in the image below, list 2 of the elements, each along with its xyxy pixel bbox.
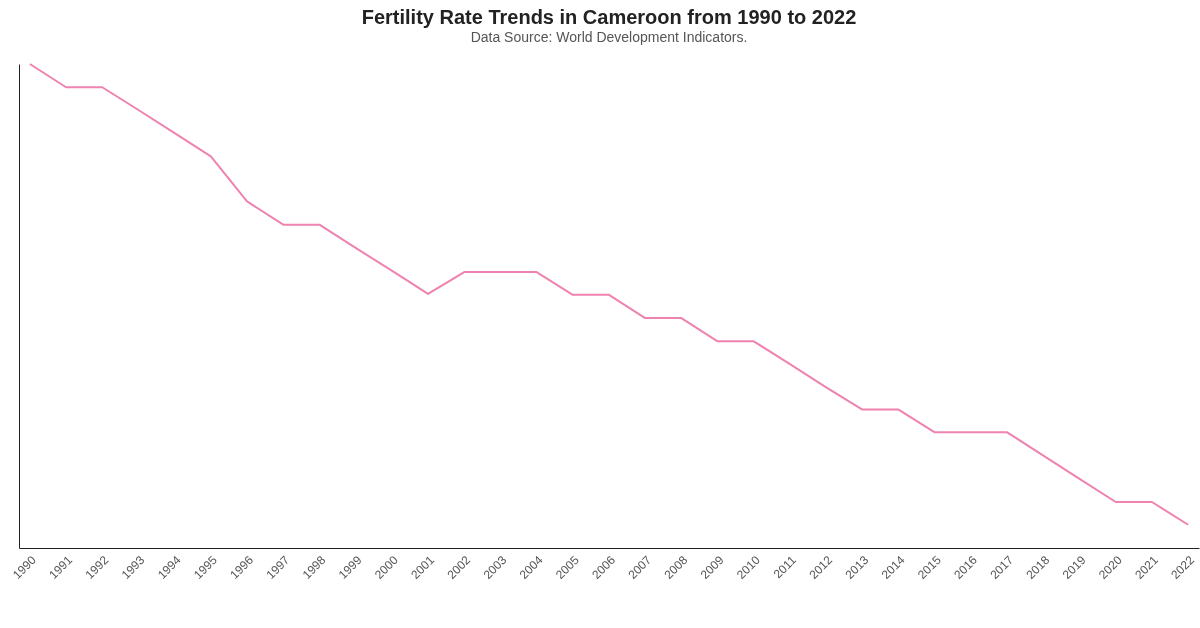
chart-title: Fertility Rate Trends in Cameroon from 1990 to 2022: [361, 6, 857, 28]
chart-subtitle: Data Source: World Development Indicators.: [470, 29, 748, 45]
